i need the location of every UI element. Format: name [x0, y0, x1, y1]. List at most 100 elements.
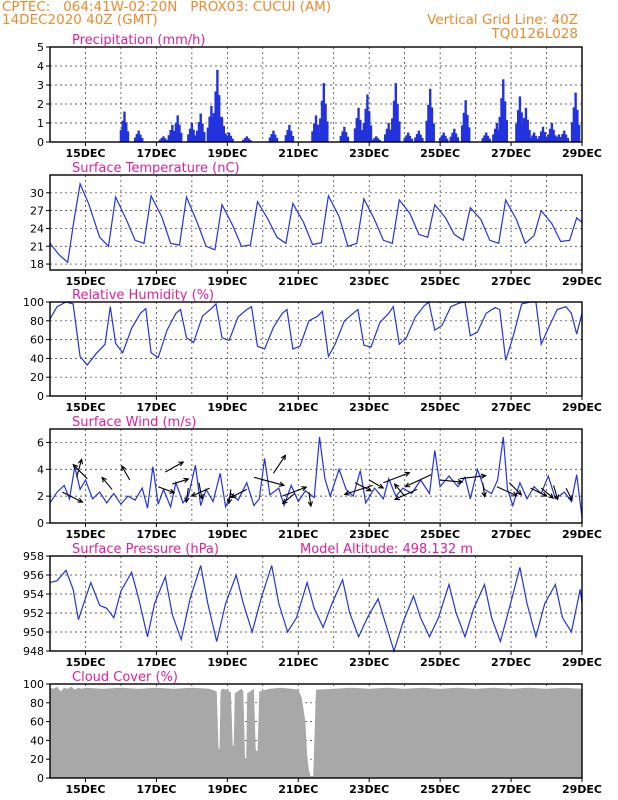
wind-wind-arrow: [164, 461, 184, 473]
cloud-xtick-label: 29DEC: [562, 783, 602, 796]
precip-bar: [561, 134, 564, 142]
precip-bar: [378, 140, 382, 142]
precip-bar: [369, 125, 373, 142]
wind-wind-arrow: [565, 487, 573, 501]
precip-bar: [194, 135, 197, 142]
rh-xtick-label: 19DEC: [207, 401, 247, 414]
precip-bar: [576, 109, 579, 142]
precip-bar: [460, 125, 464, 142]
precip-bar: [158, 139, 162, 142]
precip-bar: [289, 130, 293, 142]
rh-title: Relative Humidity (%): [72, 288, 214, 303]
temp-xtick-label: 21DEC: [278, 275, 318, 288]
wind-wind-arrowhead: [169, 488, 176, 494]
wind-wind-arrow: [272, 455, 286, 474]
pres-series-line: [49, 565, 583, 654]
wind-wind-arrowhead: [516, 489, 523, 496]
wind-xtick-label: 23DEC: [349, 528, 389, 541]
cloud-xtick-label: 17DEC: [136, 783, 176, 796]
wind-wind-arrow: [383, 472, 410, 484]
rh-ytick-label: 100: [23, 296, 44, 309]
temp-ytick-label: 21: [30, 240, 44, 253]
precip-bar: [454, 133, 458, 142]
pres-title: Surface Pressure (hPa): [72, 542, 219, 557]
precip-bar: [498, 116, 501, 142]
cloud-ytick-label: 80: [30, 697, 44, 710]
wind-wind-arrowhead: [457, 478, 464, 485]
wind-ytick-label: 6: [37, 436, 44, 449]
precip-bar: [314, 115, 318, 142]
precip-ytick-label: 0: [37, 136, 44, 149]
rh-ytick-label: 0: [37, 390, 44, 403]
temp-xtick-label: 23DEC: [349, 275, 389, 288]
precip-bar: [421, 138, 424, 142]
wind-wind-arrow: [308, 492, 312, 507]
precip-bar: [125, 122, 128, 142]
precip-bar: [516, 110, 520, 142]
wind-wind-arrowhead: [178, 461, 185, 467]
precip-bar: [451, 132, 454, 142]
wind-wind-arrowhead: [393, 495, 401, 501]
precip-bar: [162, 136, 165, 142]
precip-bar: [532, 132, 536, 142]
precip-xtick-label: 21DEC: [278, 147, 318, 160]
precip-bar: [121, 120, 124, 142]
temp-xtick-label: 15DEC: [65, 275, 105, 288]
temp-xtick-label: 27DEC: [491, 275, 531, 288]
temp-ytick-label: 18: [30, 258, 44, 271]
wind-wind-arrow: [354, 482, 372, 492]
precip-bar: [572, 107, 576, 142]
precip-bar: [167, 135, 171, 142]
precip-bar: [123, 111, 126, 142]
wind-xtick-label: 29DEC: [562, 528, 602, 541]
precip-bar: [440, 135, 444, 142]
rh-ytick-label: 20: [30, 371, 44, 384]
precip-bar: [216, 69, 219, 142]
precip-bar: [398, 121, 401, 142]
cloud-xtick-label: 19DEC: [207, 783, 247, 796]
precip-bar: [199, 113, 202, 142]
precip-bar: [188, 128, 192, 142]
pres-annotation: Model Altitude: 498.132 m: [300, 542, 473, 557]
precip-bar: [453, 128, 456, 142]
wind-wind-arrowhead: [184, 497, 190, 504]
precip-bar: [164, 138, 167, 142]
wind-xtick-label: 17DEC: [136, 528, 176, 541]
precip-bar: [495, 123, 499, 142]
wind-wind-arrowhead: [567, 495, 573, 502]
wind-wind-arrowhead: [366, 486, 373, 492]
cloud-xtick-label: 21DEC: [278, 783, 318, 796]
precip-bar: [387, 123, 390, 142]
wind-ytick-label: 2: [37, 490, 44, 503]
precip-bar: [316, 124, 319, 142]
precip-bar: [195, 130, 199, 142]
precip-bar: [322, 83, 326, 142]
header-run-time: 14DEC2020 40Z (GMT): [2, 12, 158, 28]
cloud-xtick-label: 25DEC: [420, 783, 460, 796]
precip-bar: [486, 135, 490, 142]
pres-ytick-label: 948: [23, 645, 44, 658]
pres-frame: [49, 555, 583, 652]
wind-wind-arrowhead: [393, 483, 400, 490]
precip-bar: [432, 123, 435, 142]
precip-bar: [481, 138, 484, 142]
wind-wind-arrow: [459, 475, 486, 480]
precip-ytick-label: 1: [37, 117, 44, 130]
precip-bar: [492, 134, 495, 142]
precip-bar: [528, 130, 531, 142]
precip-bar: [217, 132, 220, 142]
precip-bar: [344, 132, 348, 142]
pres-xtick-label: 23DEC: [349, 656, 389, 669]
precip-bar: [389, 129, 392, 142]
precip-bar: [203, 132, 206, 142]
precip-bar: [178, 124, 181, 142]
precip-bar: [190, 123, 194, 142]
precip-bar: [206, 127, 210, 142]
wind-wind-arrowhead: [190, 491, 197, 497]
precip-bar: [231, 138, 234, 142]
precip-xtick-label: 27DEC: [491, 147, 531, 160]
precip-bar: [135, 134, 139, 142]
precip-bar: [192, 129, 195, 142]
precip-bar: [172, 131, 176, 142]
rh-xtick-label: 27DEC: [491, 401, 531, 414]
